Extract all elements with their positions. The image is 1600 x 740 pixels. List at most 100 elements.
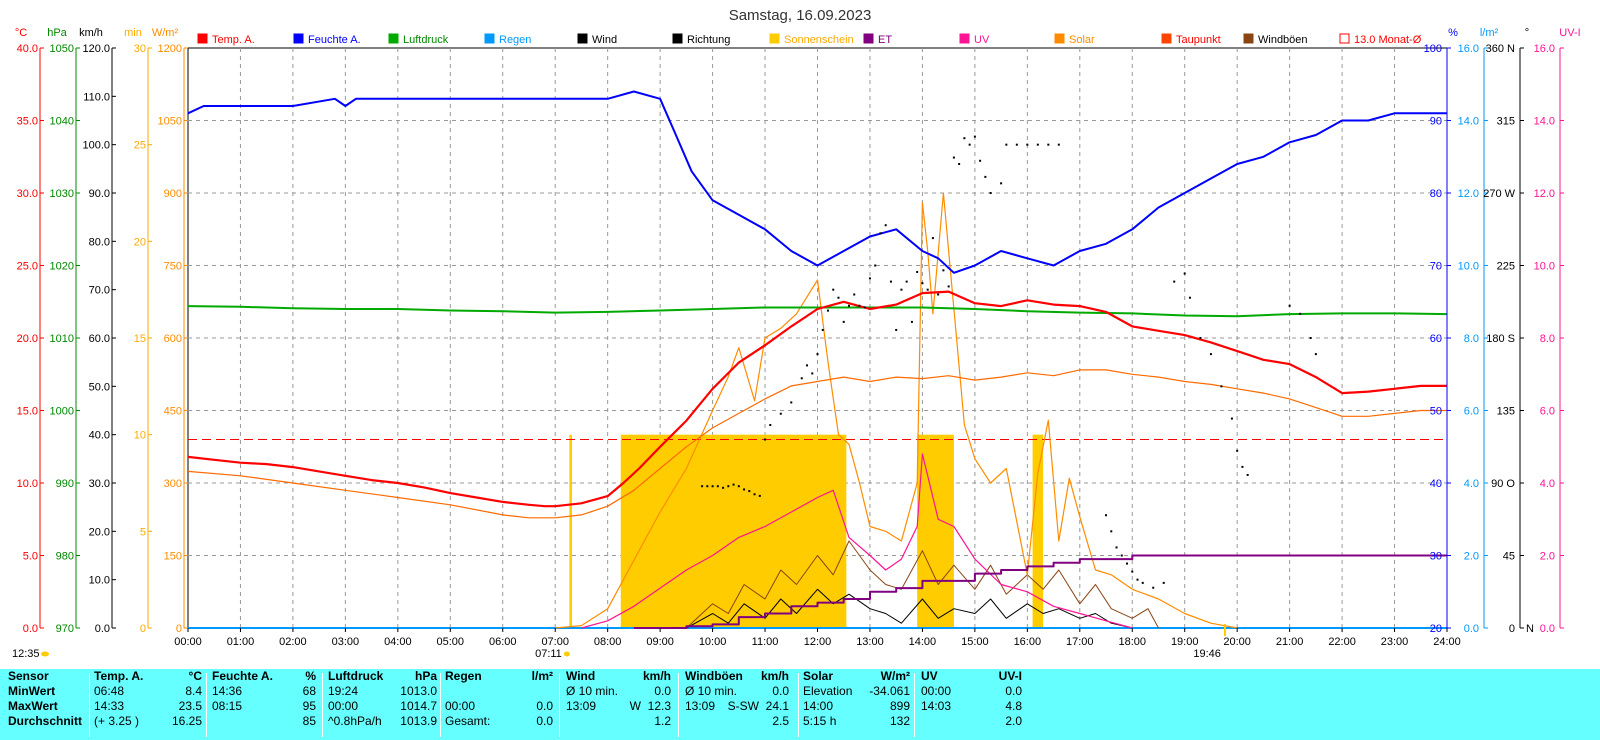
stats-wind-value: 0.0 [654,684,671,698]
direction-point [1199,337,1202,339]
axis-tick-label: 20 [1430,623,1442,635]
weather-chart: Samstag, 16.09.2023 Temp. A. Feuchte A. Lu… [12,7,1581,660]
axis-tick-label: 1200 [158,43,182,55]
direction-point [863,306,866,309]
time-tick-label: 16:00 [1014,636,1042,648]
direction-point [1299,312,1302,315]
stats-temp-time: 06:48 [94,684,125,698]
time-tick-label: 14:00 [909,636,937,648]
legend-label: Windböen [1258,34,1308,46]
legend-label: 13.0 Monat-Ø [1354,34,1422,46]
sunshine-bar [620,434,847,628]
axis-tick-label: 20.0 [17,333,38,345]
direction-point [1136,578,1139,581]
axis-header: ° [1525,27,1529,39]
axis-tick-label: 6.0 [1540,406,1555,418]
direction-point [1131,570,1134,573]
time-tick-label: 08:00 [594,636,622,648]
stats-header-temp-unit: °C [188,669,202,683]
direction-point [1110,530,1113,533]
axis-tick-label: 1040 [50,116,74,128]
direction-point [790,401,793,404]
stats-column-separator [798,673,799,737]
axis-tick-label: 15.0 [17,406,38,418]
time-tick-label: 07:00 [541,636,569,648]
stats-column-separator [206,673,207,737]
axis-tick-label: 0 [140,623,146,635]
stats-gust-direction: S-SW [727,699,759,713]
axis-tick-label: 30.0 [17,188,38,200]
legend-swatch [1243,33,1254,44]
direction-point [753,493,756,496]
time-tick-label: 06:00 [489,636,517,648]
direction-point [816,353,819,356]
direction-point [1026,143,1029,146]
direction-point [748,490,751,493]
direction-point [884,224,887,227]
axis-tick-label: 120.0 [82,43,110,55]
axis-header: km/h [79,27,103,39]
axis-headers: °C hPa km/h min W/m²% l/m² ° UV-I [15,27,1581,39]
time-tick-label: 21:00 [1276,636,1304,648]
direction-point [842,320,845,323]
axis-tick-label: 1000 [50,406,74,418]
legend-label: Wind [592,34,617,46]
stats-temp-value: 8.4 [185,684,202,698]
axis-tick-label: 20 [134,236,146,248]
direction-point [706,485,709,488]
series-luftdruck-line [187,305,1448,318]
direction-point [1188,296,1191,299]
chart-title: Samstag, 16.09.2023 [729,7,872,24]
sun-markers: 12:35 07:11 19:46 [12,624,1226,660]
direction-point [821,328,824,331]
stats-gust-value: 2.5 [772,714,789,728]
sunset-marker-bar [1223,624,1226,636]
direction-point [926,288,929,291]
stats-column-separator [559,673,560,737]
direction-point [1314,353,1317,356]
direction-point [806,364,809,367]
series-feuchte-a-line [187,90,1447,274]
axis-tick-label: 100 [1424,43,1442,55]
stats-column-separator [914,673,915,737]
stats-uv-time: 14:03 [921,699,952,713]
legend-swatch [388,33,399,44]
axis-tick-label: 4.0 [1540,478,1555,490]
legend-label: Sonnenschein [784,34,854,46]
direction-point [732,483,735,486]
direction-point [1120,554,1123,557]
stats-rain-value: 0.0 [536,699,553,713]
series-lines [187,90,1448,629]
legend: Temp. A. Feuchte A. Luftdruck Regen Wind Rich… [197,33,1422,46]
axis-tick-label: 80 [1430,188,1442,200]
legend-swatch [1054,33,1065,44]
direction-point [989,192,992,194]
axis-tick-label: 980 [56,551,74,563]
axis-tick-label: 450 [164,406,182,418]
direction-point [1309,337,1312,339]
direction-point [895,328,898,331]
axis-tick-label: 30 [1430,551,1442,563]
time-tick-label: 13:00 [856,636,884,648]
axis-tick-label: 10.0 [1458,261,1479,273]
stats-press-time: ^0.8hPa/h [328,714,382,728]
time-tick-label: 20:00 [1223,636,1251,648]
sunshine-bars [569,434,1044,628]
axis-tick-label: 25 [134,140,146,152]
direction-point [1005,143,1008,146]
stats-wind-value: 1.2 [654,714,671,728]
axis-tick-label: 0.0 [1464,623,1479,635]
stats-header-hum: Feuchte A. [212,669,273,683]
direction-point [905,280,908,283]
axis-tick-label: 50.0 [89,381,110,393]
direction-point [1209,353,1212,356]
axis-tick-label: 60.0 [89,333,110,345]
axis-tick-label: 30 [134,43,146,55]
direction-point [958,163,961,165]
direction-point [879,232,882,235]
time-tick-label: 02:00 [279,636,307,648]
axis-tick-label: 360 N [1486,43,1515,55]
time-tick-label: 09:00 [646,636,674,648]
stats-header-solar-unit: W/m² [880,669,910,683]
axis-tick-label: 14.0 [1458,116,1479,128]
